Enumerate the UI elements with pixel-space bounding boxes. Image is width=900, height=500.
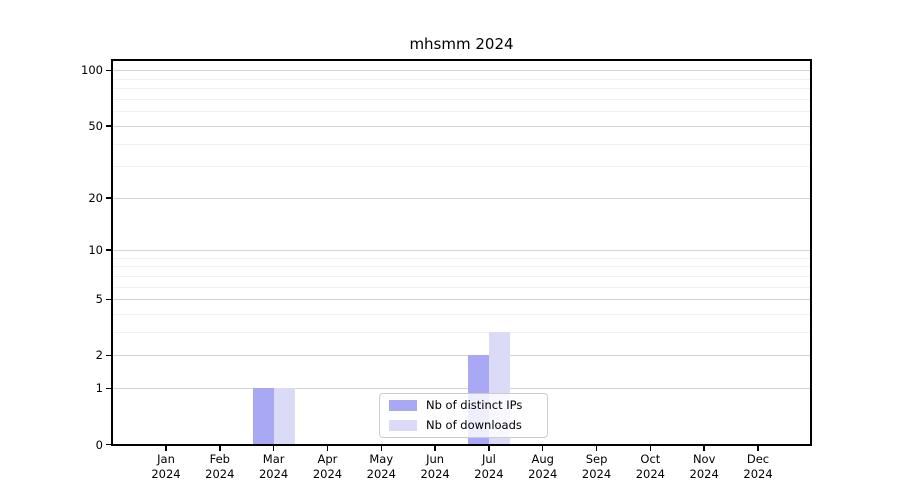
gridline-major bbox=[113, 388, 810, 390]
x-axis-tick-label: Jul 2024 bbox=[461, 452, 517, 482]
x-axis-tick bbox=[595, 446, 598, 451]
y-axis-tick bbox=[106, 354, 111, 357]
x-tick-year: 2024 bbox=[258, 467, 289, 481]
y-axis-tick bbox=[106, 69, 111, 72]
x-tick-month: May bbox=[369, 452, 394, 466]
x-axis-tick bbox=[272, 446, 275, 451]
x-axis-tick-label: Feb 2024 bbox=[192, 452, 248, 482]
x-tick-year: 2024 bbox=[528, 467, 558, 481]
gridline-minor bbox=[113, 88, 810, 90]
legend-swatch-distinct-ips bbox=[389, 400, 417, 411]
x-tick-month: Nov bbox=[692, 452, 716, 466]
gridline-major bbox=[113, 250, 810, 252]
gridline-minor bbox=[113, 143, 810, 145]
gridline-major bbox=[113, 355, 810, 357]
x-tick-month: Jan bbox=[157, 452, 175, 466]
legend: Nb of distinct IPs Nb of downloads bbox=[379, 393, 548, 438]
y-axis-tick-label: 10 bbox=[88, 243, 103, 258]
x-tick-year: 2024 bbox=[635, 467, 666, 481]
gridline-minor bbox=[113, 111, 810, 113]
y-axis-tick bbox=[106, 443, 111, 446]
x-axis-tick-label: Jan 2024 bbox=[138, 452, 194, 482]
gridline-major bbox=[113, 70, 810, 72]
y-axis-tick-label: 20 bbox=[88, 190, 103, 205]
x-tick-month: Aug bbox=[531, 452, 554, 466]
y-axis-tick-label: 5 bbox=[95, 292, 103, 307]
gridline-minor bbox=[113, 266, 810, 268]
y-axis-tick-label: 2 bbox=[95, 348, 103, 363]
x-axis-tick bbox=[219, 446, 221, 451]
x-axis-tick bbox=[165, 446, 167, 451]
y-axis-tick bbox=[106, 387, 111, 390]
x-tick-year: 2024 bbox=[474, 467, 504, 481]
y-axis-tick-label: 0 bbox=[95, 437, 103, 452]
x-axis-tick bbox=[434, 446, 436, 451]
x-axis-tick bbox=[703, 446, 705, 451]
bar-distinct-ips-mar bbox=[252, 388, 274, 444]
x-tick-year: 2024 bbox=[312, 467, 343, 481]
x-tick-year: 2024 bbox=[366, 467, 396, 481]
x-tick-year: 2024 bbox=[689, 467, 719, 481]
y-axis-tick bbox=[106, 298, 111, 301]
gridline-minor bbox=[113, 78, 810, 80]
gridline-major bbox=[113, 197, 810, 199]
x-tick-month: Sep bbox=[585, 452, 608, 466]
y-axis-tick-label: 50 bbox=[88, 118, 103, 133]
x-tick-month: Apr bbox=[317, 452, 338, 466]
x-tick-year: 2024 bbox=[420, 467, 450, 481]
x-axis-tick-label: Aug 2024 bbox=[515, 452, 571, 482]
y-axis-tick bbox=[106, 197, 111, 199]
x-tick-year: 2024 bbox=[151, 467, 181, 481]
legend-swatch-downloads bbox=[389, 420, 417, 431]
x-tick-month: Oct bbox=[640, 452, 661, 466]
gridline-minor bbox=[113, 99, 810, 101]
x-tick-month: Jun bbox=[426, 452, 445, 466]
gridline-minor bbox=[113, 275, 810, 277]
x-axis-tick bbox=[326, 446, 329, 451]
chart-title: mhsmm 2024 bbox=[409, 35, 514, 53]
y-axis-tick bbox=[106, 249, 111, 251]
x-tick-month: Feb bbox=[209, 452, 230, 466]
gridline-major bbox=[113, 299, 810, 301]
gridline-minor bbox=[113, 166, 810, 168]
x-axis-tick-label: Jun 2024 bbox=[407, 452, 463, 482]
legend-label-downloads: Nb of downloads bbox=[426, 418, 522, 432]
legend-label-distinct-ips: Nb of distinct IPs bbox=[426, 398, 523, 412]
gridline-minor bbox=[113, 314, 810, 316]
x-axis-tick bbox=[649, 446, 652, 451]
x-tick-year: 2024 bbox=[581, 467, 612, 481]
x-axis-tick bbox=[541, 446, 544, 451]
gridline-major bbox=[113, 125, 810, 127]
plot-area bbox=[111, 59, 812, 446]
y-axis-tick-label: 100 bbox=[81, 63, 103, 78]
x-tick-month: Jul bbox=[481, 452, 496, 466]
x-tick-month: Mar bbox=[262, 452, 285, 466]
x-axis-tick-label: May 2024 bbox=[353, 452, 409, 482]
y-axis-tick-label: 1 bbox=[95, 381, 103, 396]
x-axis-tick-label: Apr 2024 bbox=[299, 452, 355, 482]
x-axis-tick bbox=[757, 446, 759, 451]
x-tick-month: Dec bbox=[746, 452, 770, 466]
gridline-minor bbox=[113, 286, 810, 288]
x-axis-tick-label: Sep 2024 bbox=[569, 452, 625, 482]
x-tick-year: 2024 bbox=[205, 467, 235, 481]
x-axis-tick-label: Mar 2024 bbox=[246, 452, 302, 482]
x-tick-year: 2024 bbox=[743, 467, 773, 481]
legend-item-distinct-ips: Nb of distinct IPs bbox=[389, 398, 547, 413]
bar-downloads-mar bbox=[273, 388, 295, 444]
x-axis-tick-label: Nov 2024 bbox=[676, 452, 732, 482]
legend-item-downloads: Nb of downloads bbox=[389, 418, 547, 433]
x-axis-tick bbox=[488, 446, 490, 451]
x-axis-tick-label: Dec 2024 bbox=[730, 452, 786, 482]
gridline-minor bbox=[113, 332, 810, 334]
x-axis-tick bbox=[380, 446, 383, 451]
y-axis-tick bbox=[106, 125, 111, 127]
gridline-minor bbox=[113, 257, 810, 259]
x-axis-tick-label: Oct 2024 bbox=[622, 452, 678, 482]
